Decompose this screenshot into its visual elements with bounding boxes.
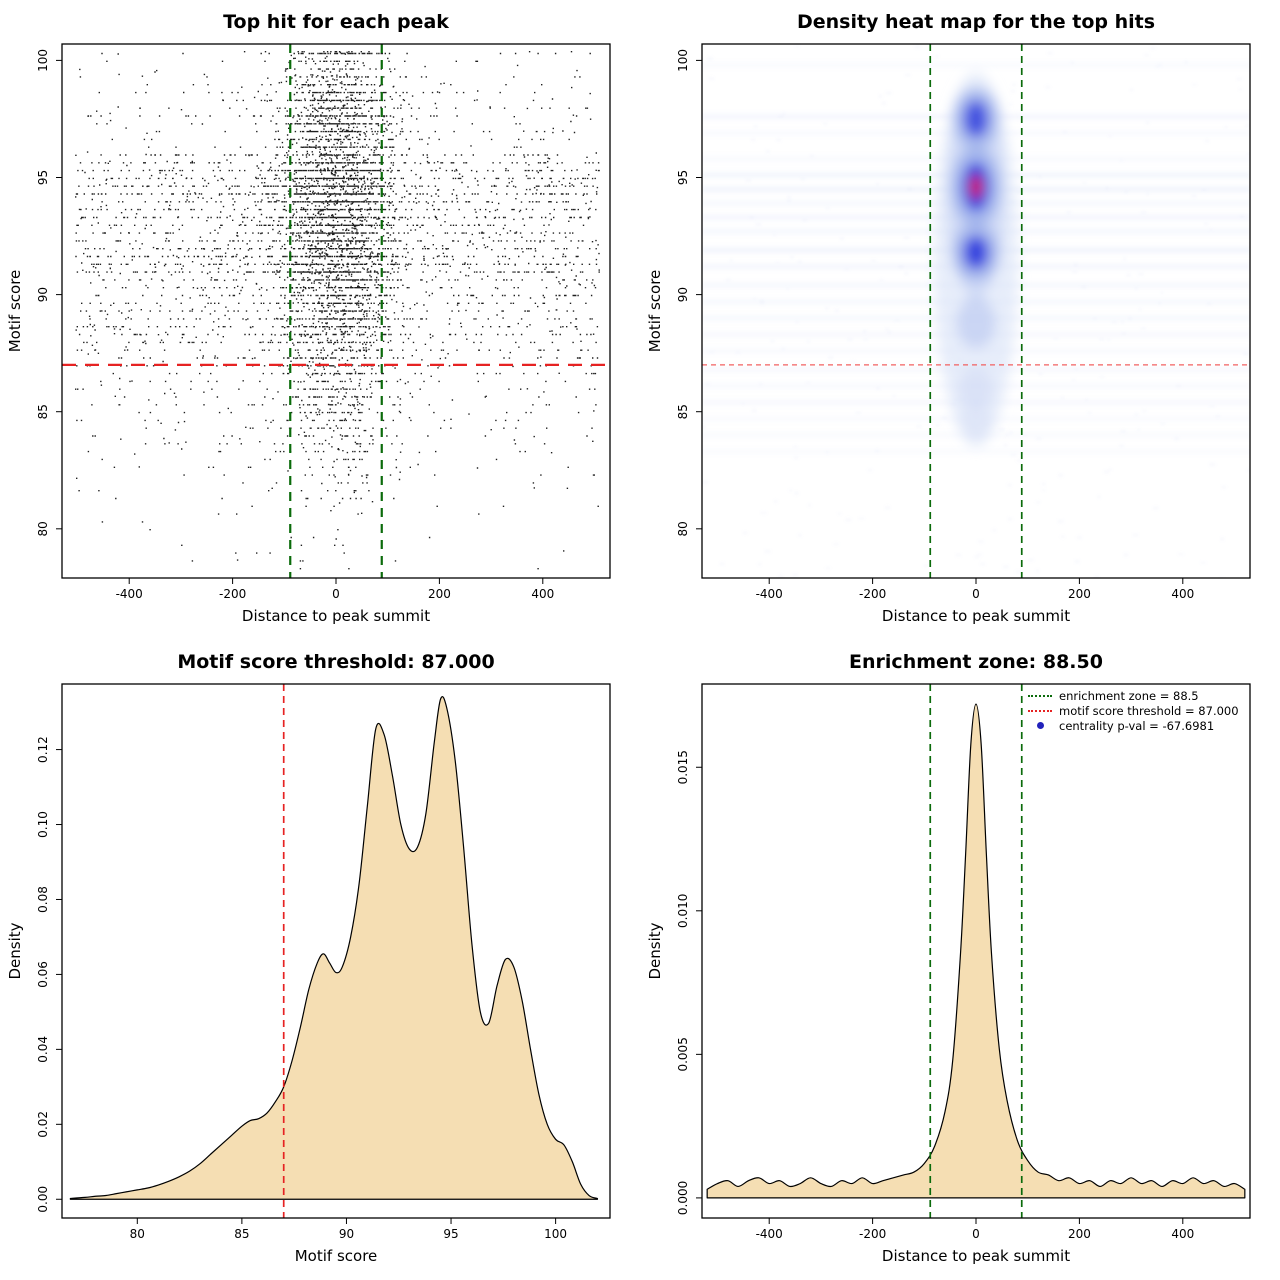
legend-label-score-threshold: motif score threshold = 87.000 [1059, 703, 1239, 718]
y-tick-label: 85 [36, 404, 50, 419]
y-tick-label: 0.10 [36, 811, 50, 838]
x-tick-label: 0 [972, 1227, 980, 1241]
heatmap-x-axis-label: Distance to peak summit [881, 607, 1071, 625]
score-density-svg: 80 85 90 95 100 0.00 0.02 0.04 0.06 0.08 0.10 0.12 [36, 683, 611, 1241]
x-tick-label: -400 [116, 587, 143, 601]
heatmap-y-axis-label: Motif score [646, 269, 664, 353]
y-tick-label: 0.08 [36, 886, 50, 913]
x-tick-label: -200 [219, 587, 246, 601]
x-tick-label: 200 [1068, 1227, 1091, 1241]
x-tick-label: -400 [756, 1227, 783, 1241]
legend-row-enrichment-zone: enrichment zone = 88.5 [1028, 688, 1239, 703]
scatter-points [75, 51, 600, 570]
legend-label-enrichment-zone: enrichment zone = 88.5 [1059, 688, 1199, 703]
x-tick-label: 90 [339, 1227, 354, 1241]
y-tick-label: 90 [676, 287, 690, 302]
x-tick-label: 80 [130, 1227, 145, 1241]
distance-density-svg: -400 -200 0 200 400 0.000 0.005 0.010 0.015 [676, 683, 1251, 1241]
y-tick-label: 0.005 [676, 1037, 690, 1071]
y-tick-label: 0.000 [676, 1181, 690, 1215]
y-tick-label: 0.06 [36, 961, 50, 988]
panel-density-heatmap: -400 -200 0 200 400 80 85 90 95 100 Density heat … [640, 0, 1280, 640]
x-tick-label: 95 [443, 1227, 458, 1241]
y-tick-label: 0.00 [36, 1186, 50, 1213]
density-area [706, 703, 1246, 1199]
x-tick-label: 200 [1068, 587, 1091, 601]
x-tick-label: 400 [531, 587, 554, 601]
x-tick-label: 0 [972, 587, 980, 601]
density-area [69, 696, 599, 1200]
x-tick-label: 400 [1171, 587, 1194, 601]
distance-density-y-axis-label: Density [646, 922, 664, 980]
distance-density-title: Enrichment zone: 88.50 [849, 651, 1103, 673]
y-tick-label: 0.04 [36, 1036, 50, 1063]
y-tick-label: 80 [676, 521, 690, 536]
panel-motif-score-density: 80 85 90 95 100 0.00 0.02 0.04 0.06 0.08 0.10 0.12 … [0, 640, 640, 1280]
panel-top-hit-scatter: -400 -200 0 200 400 80 85 90 95 100 Top hit for e… [0, 0, 640, 640]
panel-distance-density: -400 -200 0 200 400 0.000 0.005 0.010 0.015 Enri… [640, 640, 1280, 1280]
score-density-title: Motif score threshold: 87.000 [177, 651, 495, 673]
y-tick-label: 100 [676, 49, 690, 72]
x-tick-label: 200 [428, 587, 451, 601]
y-tick-label: 0.010 [676, 894, 690, 928]
green-dotted-line-icon [1028, 694, 1052, 697]
heatmap-title: Density heat map for the top hits [796, 11, 1156, 33]
y-tick-label: 90 [36, 287, 50, 302]
score-density-x-axis-label: Motif score [294, 1247, 378, 1265]
x-tick-label: 0 [332, 587, 340, 601]
legend-label-centrality-pval: centrality p-val = -67.6981 [1059, 718, 1215, 733]
scatter-svg: -400 -200 0 200 400 80 85 90 95 100 [36, 43, 611, 601]
y-tick-label: 0.02 [36, 1111, 50, 1138]
blue-point-icon [1028, 722, 1052, 729]
heatmap-svg: -400 -200 0 200 400 80 85 90 95 100 [676, 43, 1251, 601]
legend-row-centrality-pval: centrality p-val = -67.6981 [1028, 718, 1239, 733]
scatter-title: Top hit for each peak [223, 11, 449, 33]
x-tick-label: 400 [1171, 1227, 1194, 1241]
red-dotted-line-icon [1028, 709, 1052, 712]
plot-legend: enrichment zone = 88.5 motif score thres… [1028, 688, 1239, 733]
y-tick-label: 80 [36, 521, 50, 536]
scatter-y-axis-label: Motif score [6, 269, 24, 353]
legend-row-score-threshold: motif score threshold = 87.000 [1028, 703, 1239, 718]
heatmap-density-layer [702, 45, 1250, 578]
y-tick-label: 95 [36, 170, 50, 185]
x-tick-label: -200 [859, 1227, 886, 1241]
x-tick-label: 100 [544, 1227, 567, 1241]
distance-density-x-axis-label: Distance to peak summit [881, 1247, 1071, 1265]
y-tick-label: 85 [676, 404, 690, 419]
score-density-y-axis-label: Density [6, 922, 24, 980]
x-tick-label: 85 [234, 1227, 249, 1241]
y-tick-label: 95 [676, 170, 690, 185]
x-tick-label: -400 [756, 587, 783, 601]
y-tick-label: 100 [36, 49, 50, 72]
y-tick-label: 0.015 [676, 750, 690, 784]
x-tick-label: -200 [859, 587, 886, 601]
scatter-x-axis-label: Distance to peak summit [241, 607, 431, 625]
y-tick-label: 0.12 [36, 736, 50, 763]
